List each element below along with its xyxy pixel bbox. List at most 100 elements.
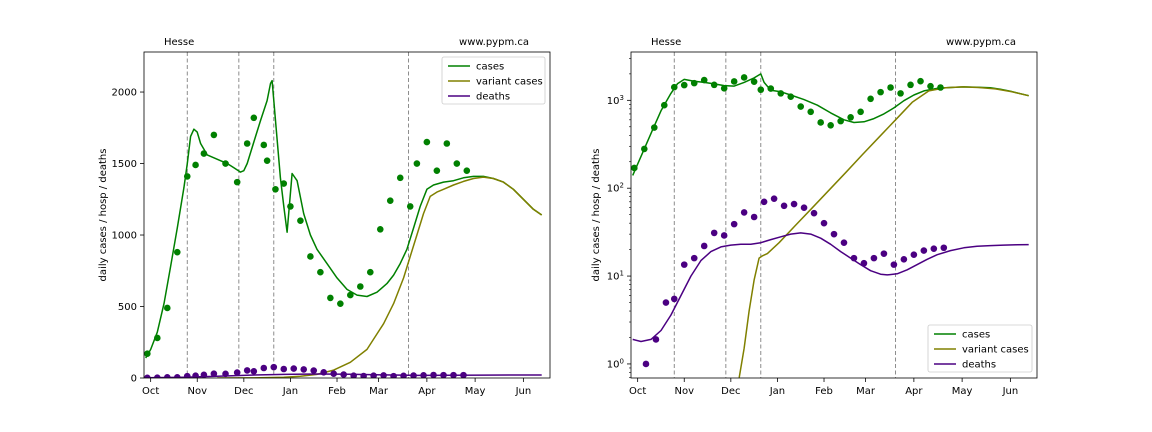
- right-point-cases-observed: [680, 81, 688, 89]
- left-point-cases-observed: [183, 173, 191, 180]
- left-point-cases-observed: [347, 291, 354, 299]
- left-point-deaths-observed: [310, 367, 318, 374]
- left-point-deaths-observed: [340, 371, 347, 378]
- right-point-deaths-observed: [720, 232, 728, 239]
- right-point-deaths-observed: [810, 209, 818, 217]
- right-point-deaths-observed: [900, 256, 908, 263]
- left-point-deaths-observed: [270, 363, 278, 371]
- left-point-deaths-observed: [163, 373, 171, 378]
- left-point-cases-observed: [357, 283, 364, 290]
- right-ticks: Oct Nov Dec Jan Feb Mar Apr May Jun 100 101 102 103: [607, 58, 1018, 397]
- left-region-label: Hesse: [164, 37, 194, 48]
- right-point-deaths-observed: [840, 239, 848, 246]
- left-y-tick-label: 0: [131, 374, 137, 385]
- right-point-deaths-observed: [652, 336, 660, 343]
- left-x-tick-label: May: [465, 386, 486, 397]
- left-point-cases-observed: [406, 203, 414, 210]
- right-point-cases-observed: [767, 85, 775, 92]
- right-point-deaths-observed: [770, 195, 778, 202]
- left-legend-variant-cases: variant cases: [476, 77, 543, 88]
- right-point-deaths-observed: [690, 254, 698, 262]
- right-point-deaths-observed: [780, 202, 788, 210]
- right-point-deaths-observed: [662, 299, 670, 306]
- right-legend: cases variant cases deaths: [927, 324, 1033, 373]
- right-point-deaths-observed: [670, 295, 678, 303]
- left-point-cases-observed: [396, 174, 404, 182]
- left-point-deaths-observed: [360, 372, 367, 378]
- left-point-deaths-observed: [260, 364, 268, 372]
- left-point-deaths-observed: [410, 372, 417, 378]
- left-point-cases-observed: [233, 178, 241, 186]
- right-point-deaths-observed: [940, 244, 948, 252]
- right-region-label: Hesse: [651, 37, 681, 48]
- left-point-deaths-observed: [320, 368, 328, 376]
- right-point-deaths-observed: [642, 360, 650, 368]
- left-y-tick-label: 1000: [112, 231, 137, 242]
- left-point-cases-observed: [222, 160, 229, 167]
- left-point-deaths-observed: [350, 372, 357, 378]
- left-point-deaths-observed: [300, 366, 308, 373]
- right-point-deaths-observed: [910, 251, 918, 259]
- right-point-deaths-observed: [790, 200, 798, 208]
- right-point-cases-observed: [857, 108, 864, 116]
- right-point-cases-observed: [700, 76, 708, 84]
- left-x-tick-label: Dec: [234, 386, 253, 397]
- right-y-tick-label: 102: [607, 182, 624, 195]
- right-axes-frame: [630, 51, 1038, 379]
- right-point-cases-observed: [897, 90, 904, 97]
- left-point-cases-observed: [192, 161, 199, 169]
- left-point-deaths-observed: [250, 367, 258, 375]
- left-point-deaths-observed: [183, 372, 191, 378]
- right-point-cases-observed: [797, 103, 805, 110]
- left-point-cases-observed: [386, 197, 394, 205]
- right-legend-variant-cases: variant cases: [962, 345, 1029, 356]
- right-x-tick-label: Oct: [629, 386, 646, 397]
- left-point-deaths-observed: [330, 370, 337, 378]
- left-point-deaths-observed: [290, 365, 298, 372]
- right-point-cases-observed: [937, 84, 944, 91]
- right-point-deaths-observed: [800, 204, 808, 211]
- left-x-tick-label: Feb: [328, 386, 346, 397]
- right-x-tick-label: Jun: [1002, 386, 1019, 397]
- right-line-variant-cases: [738, 86, 1029, 378]
- left-point-cases-observed: [337, 300, 344, 307]
- left-point-cases-observed: [433, 167, 441, 174]
- right-x-tick-label: Apr: [905, 386, 923, 397]
- right-point-cases-observed: [917, 77, 924, 85]
- right-point-cases-observed: [827, 121, 834, 129]
- right-point-deaths-observed: [680, 261, 688, 268]
- left-point-deaths-observed: [280, 365, 288, 373]
- right-point-cases-observed: [710, 81, 718, 89]
- right-point-deaths-observed: [820, 219, 828, 227]
- right-point-cases-observed: [927, 82, 934, 90]
- right-x-tick-label: Feb: [815, 386, 833, 397]
- left-x-tick-label: Oct: [142, 386, 159, 397]
- right-legend-deaths: deaths: [962, 360, 996, 371]
- right-point-deaths-observed: [830, 230, 838, 238]
- left-point-cases-observed: [200, 150, 208, 157]
- left-site-label: www.pypm.ca: [459, 37, 529, 48]
- right-point-cases-observed: [837, 117, 844, 125]
- left-point-deaths-observed: [380, 372, 387, 378]
- left-point-cases-observed: [317, 268, 324, 276]
- left-plot-content: [144, 52, 543, 378]
- left-point-deaths-observed: [460, 371, 467, 378]
- left-point-cases-observed: [443, 140, 451, 147]
- left-point-deaths-observed: [243, 367, 251, 374]
- right-point-deaths-observed: [850, 254, 858, 262]
- left-point-cases-observed: [243, 140, 251, 147]
- left-point-cases-observed: [366, 268, 374, 276]
- right-point-cases-observed: [690, 79, 698, 87]
- left-point-cases-observed: [263, 157, 271, 164]
- left-point-cases-observed: [173, 248, 181, 256]
- right-x-tick-label: Dec: [721, 386, 740, 397]
- right-point-deaths-observed: [920, 247, 928, 254]
- right-point-cases-observed: [787, 93, 795, 100]
- left-point-cases-observed: [297, 217, 304, 225]
- left-y-tick-label: 2000: [112, 88, 137, 99]
- right-point-deaths-observed: [880, 250, 888, 257]
- right-point-cases-observed: [650, 124, 658, 131]
- right-point-cases-observed: [750, 78, 758, 85]
- right-legend-cases: cases: [962, 330, 990, 341]
